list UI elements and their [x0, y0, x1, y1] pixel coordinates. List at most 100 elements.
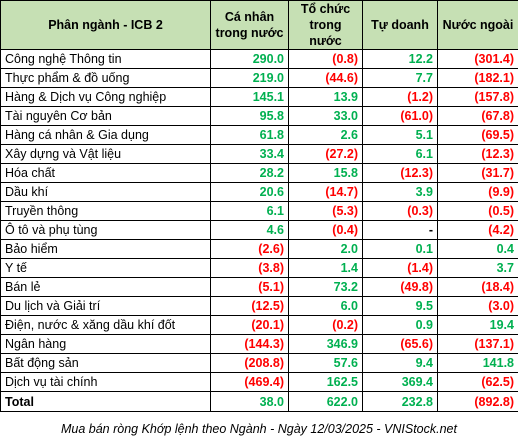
- header-foreign: Nước ngoài: [437, 0, 518, 50]
- individual-value-cell: (2.6): [210, 239, 289, 259]
- individual-value-cell: (469.4): [210, 372, 289, 392]
- sector-name-cell: Bất động sản: [0, 353, 211, 373]
- institution-value-cell: 33.0: [288, 106, 363, 126]
- table-row: Bất động sản (208.8) 57.6 9.4 141.8: [0, 353, 518, 373]
- sector-name-cell: Truyền thông: [0, 201, 211, 221]
- header-proprietary: Tự doanh: [362, 0, 438, 50]
- sector-name-cell: Công nghệ Thông tin: [0, 49, 211, 69]
- sector-name-cell: Thực phẩm & đồ uống: [0, 68, 211, 88]
- institution-value-cell: (14.7): [288, 182, 363, 202]
- sector-name-cell: Hàng & Dịch vụ Công nghiệp: [0, 87, 211, 107]
- institution-value-cell: (0.8): [288, 49, 363, 69]
- institution-value-cell: 15.8: [288, 163, 363, 183]
- individual-value-cell: 219.0: [210, 68, 289, 88]
- sector-name-cell: Dịch vụ tài chính: [0, 372, 211, 392]
- proprietary-value-cell: 3.9: [362, 182, 438, 202]
- table-row: Bảo hiểm (2.6) 2.0 0.1 0.4: [0, 239, 518, 259]
- institution-value-cell: 346.9: [288, 334, 363, 354]
- foreign-value-cell: (3.0): [437, 296, 518, 316]
- foreign-value-cell: (9.9): [437, 182, 518, 202]
- sector-name-cell: Dầu khí: [0, 182, 211, 202]
- proprietary-value-cell: 6.1: [362, 144, 438, 164]
- proprietary-value-cell: (49.8): [362, 277, 438, 297]
- sector-name-cell: Hóa chất: [0, 163, 211, 183]
- table-body: Công nghệ Thông tin 290.0 (0.8) 12.2 (301.4)…: [0, 49, 518, 412]
- individual-value-cell: 95.8: [210, 106, 289, 126]
- individual-value-cell: 61.8: [210, 125, 289, 145]
- foreign-value-cell: 19.4: [437, 315, 518, 335]
- proprietary-value-cell: 232.8: [362, 391, 438, 412]
- proprietary-value-cell: (1.4): [362, 258, 438, 278]
- institution-value-cell: 6.0: [288, 296, 363, 316]
- institution-value-cell: 622.0: [288, 391, 363, 412]
- table-row: Bán lẻ (5.1) 73.2 (49.8) (18.4): [0, 277, 518, 297]
- proprietary-value-cell: 9.5: [362, 296, 438, 316]
- foreign-value-cell: (182.1): [437, 68, 518, 88]
- institution-value-cell: 162.5: [288, 372, 363, 392]
- table-row: Du lịch và Giải trí (12.5) 6.0 9.5 (3.0): [0, 296, 518, 316]
- header-sector: Phân ngành - ICB 2: [0, 0, 211, 50]
- table-row: Ô tô và phụ tùng 4.6 (0.4) - (4.2): [0, 220, 518, 240]
- foreign-value-cell: 141.8: [437, 353, 518, 373]
- proprietary-value-cell: (65.6): [362, 334, 438, 354]
- table-row: Điện, nước & xăng dầu khí đốt (20.1) (0.2)…: [0, 315, 518, 335]
- individual-value-cell: (5.1): [210, 277, 289, 297]
- individual-value-cell: (3.8): [210, 258, 289, 278]
- individual-value-cell: 4.6: [210, 220, 289, 240]
- foreign-value-cell: (62.5): [437, 372, 518, 392]
- table-row: Thực phẩm & đồ uống 219.0 (44.6) 7.7 (182.1): [0, 68, 518, 88]
- sector-name-cell: Ngân hàng: [0, 334, 211, 354]
- table-row: Dịch vụ tài chính (469.4) 162.5 369.4 (62.5): [0, 372, 518, 392]
- foreign-value-cell: (157.8): [437, 87, 518, 107]
- table-row: Tài nguyên Cơ bản 95.8 33.0 (61.0) (67.8): [0, 106, 518, 126]
- institution-value-cell: 2.6: [288, 125, 363, 145]
- individual-value-cell: 28.2: [210, 163, 289, 183]
- foreign-value-cell: (0.5): [437, 201, 518, 221]
- table-row: Xây dựng và Vật liệu 33.4 (27.2) 6.1 (12.3): [0, 144, 518, 164]
- institution-value-cell: (0.4): [288, 220, 363, 240]
- foreign-value-cell: (301.4): [437, 49, 518, 69]
- proprietary-value-cell: -: [362, 220, 438, 240]
- sector-name-cell: Du lịch và Giải trí: [0, 296, 211, 316]
- institution-value-cell: 13.9: [288, 87, 363, 107]
- foreign-value-cell: (31.7): [437, 163, 518, 183]
- institution-value-cell: 73.2: [288, 277, 363, 297]
- foreign-value-cell: (67.8): [437, 106, 518, 126]
- sector-name-cell: Total: [0, 391, 211, 412]
- proprietary-value-cell: (61.0): [362, 106, 438, 126]
- proprietary-value-cell: (0.3): [362, 201, 438, 221]
- net-trading-table: Phân ngành - ICB 2 Cá nhân trong nước Tổ…: [0, 0, 518, 412]
- table-row: Y tế (3.8) 1.4 (1.4) 3.7: [0, 258, 518, 278]
- proprietary-value-cell: 9.4: [362, 353, 438, 373]
- table-row: Hàng & Dịch vụ Công nghiệp 145.1 13.9 (1.2)…: [0, 87, 518, 107]
- institution-value-cell: (44.6): [288, 68, 363, 88]
- proprietary-value-cell: (12.3): [362, 163, 438, 183]
- institution-value-cell: 2.0: [288, 239, 363, 259]
- table-row: Công nghệ Thông tin 290.0 (0.8) 12.2 (301.4): [0, 49, 518, 69]
- individual-value-cell: 145.1: [210, 87, 289, 107]
- foreign-value-cell: (892.8): [437, 391, 518, 412]
- proprietary-value-cell: 12.2: [362, 49, 438, 69]
- sector-name-cell: Y tế: [0, 258, 211, 278]
- header-institution: Tổ chức trong nước: [288, 0, 363, 50]
- foreign-value-cell: (12.3): [437, 144, 518, 164]
- individual-value-cell: 290.0: [210, 49, 289, 69]
- sector-name-cell: Tài nguyên Cơ bản: [0, 106, 211, 126]
- institution-value-cell: (27.2): [288, 144, 363, 164]
- individual-value-cell: (208.8): [210, 353, 289, 373]
- table-row: Dầu khí 20.6 (14.7) 3.9 (9.9): [0, 182, 518, 202]
- table-row: Hàng cá nhân & Gia dụng 61.8 2.6 5.1 (69.5): [0, 125, 518, 145]
- proprietary-value-cell: 5.1: [362, 125, 438, 145]
- header-individual: Cá nhân trong nước: [210, 0, 289, 50]
- sector-name-cell: Hàng cá nhân & Gia dụng: [0, 125, 211, 145]
- sector-name-cell: Ô tô và phụ tùng: [0, 220, 211, 240]
- individual-value-cell: 6.1: [210, 201, 289, 221]
- sector-name-cell: Bán lẻ: [0, 277, 211, 297]
- table-row: Ngân hàng (144.3) 346.9 (65.6) (137.1): [0, 334, 518, 354]
- individual-value-cell: 20.6: [210, 182, 289, 202]
- sector-name-cell: Bảo hiểm: [0, 239, 211, 259]
- foreign-value-cell: 3.7: [437, 258, 518, 278]
- total-row: Total 38.0 622.0 232.8 (892.8): [0, 391, 518, 412]
- institution-value-cell: 1.4: [288, 258, 363, 278]
